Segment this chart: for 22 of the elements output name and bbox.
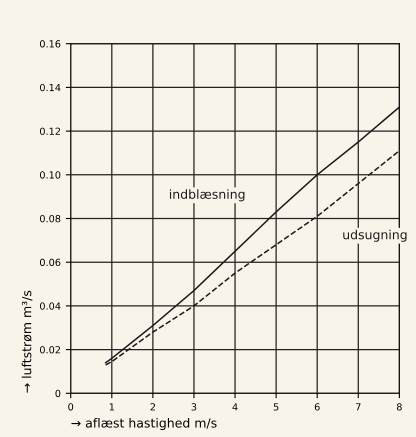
x-tick-label: 5 bbox=[274, 403, 278, 411]
x-tick-label: 7 bbox=[356, 403, 361, 410]
y-tick-label: 0.04 bbox=[40, 302, 60, 310]
x-tick-label: 1 bbox=[110, 403, 114, 410]
y-tick-label: 0.08 bbox=[40, 214, 60, 222]
y-tick-label: 0.06 bbox=[40, 258, 60, 266]
x-tick-label: 6 bbox=[314, 403, 320, 411]
x-tick-label: 2 bbox=[150, 403, 155, 410]
y-tick-label: 0.10 bbox=[40, 171, 60, 179]
x-tick-label: 4 bbox=[232, 403, 238, 410]
x-tick-label: 0 bbox=[68, 403, 74, 411]
y-tick-label: 0.16 bbox=[40, 40, 60, 48]
x-tick-label: 3 bbox=[192, 403, 196, 411]
y-tick-label: 0.14 bbox=[40, 84, 60, 92]
y-tick-label: 0 bbox=[55, 390, 60, 398]
y-axis-title: → luftstrøm m³/s bbox=[22, 290, 32, 393]
x-axis-title: → aflæst hastighed m/s bbox=[71, 418, 217, 430]
x-tick-label: 8 bbox=[396, 403, 402, 411]
y-tick-label: 0.02 bbox=[40, 346, 60, 354]
y-tick-label: 0.12 bbox=[40, 128, 60, 135]
text: udsugning bbox=[343, 230, 407, 242]
text: indblæsning bbox=[170, 189, 244, 202]
